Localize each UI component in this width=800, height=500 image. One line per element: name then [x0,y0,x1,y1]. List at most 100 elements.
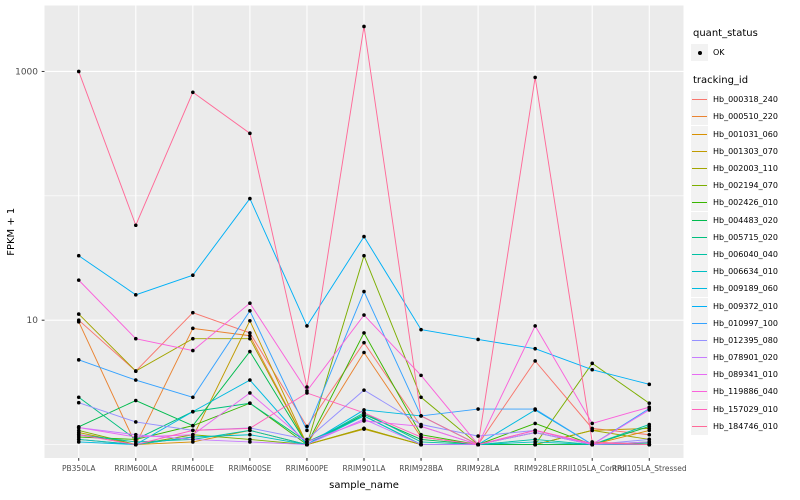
data-point [362,289,366,294]
x-tick-label: RRIM600LE [172,464,215,473]
data-point [419,424,423,429]
legend-item-label: Hb_157029_010 [713,404,778,414]
data-point [248,401,252,406]
data-point [76,432,81,437]
data-point [191,326,195,331]
data-point [133,442,138,447]
data-point [533,75,537,80]
line-key-icon [691,314,708,332]
data-point [191,336,195,341]
line-key-icon [691,125,708,143]
legend-title-quant-status: quant_status [693,28,758,39]
data-point [248,309,252,313]
legend-item-Hb_000510_220: Hb_000510_220 [691,108,799,126]
line-key-icon [691,263,708,281]
line-key-icon [691,349,708,367]
data-point [133,398,138,403]
data-point [647,405,652,409]
data-point [419,414,423,418]
data-point [533,407,537,411]
data-point [305,428,309,433]
y-tick-label: 1000 [15,67,38,77]
data-point [248,391,252,395]
data-point [362,253,366,258]
legend-item-label: Hb_002194_070 [713,181,778,191]
data-point [647,437,652,442]
line-key-icon [691,245,708,263]
x-tick-label: PB350LA [62,464,96,473]
data-point [362,313,366,317]
data-point [191,348,195,353]
data-point [191,310,195,315]
data-point [647,422,652,427]
data-point [76,395,81,400]
line-key-icon [691,280,708,298]
data-point [305,391,309,395]
data-point [647,440,652,444]
legend-item-Hb_001303_070: Hb_001303_070 [691,142,799,160]
line-key-icon [691,331,708,349]
data-point [362,408,366,412]
data-point [533,346,537,351]
legend-item-Hb_009372_010: Hb_009372_010 [691,297,799,315]
data-point [362,426,366,431]
data-point [133,378,138,382]
data-point [647,401,652,406]
data-point [76,320,81,324]
data-point [248,301,252,305]
legend-item-label: Hb_089341_010 [713,370,778,380]
legend-item-label: Hb_002426_010 [713,198,778,208]
data-point [133,440,138,444]
data-point [248,378,252,382]
data-point [191,273,195,278]
data-point [191,428,195,433]
data-point [533,440,537,444]
data-point [647,408,652,412]
data-point [248,437,252,442]
legend-item-label: Hb_009372_010 [713,301,778,311]
legend-item-label: Hb_004483_020 [713,215,778,225]
data-point [305,440,309,444]
data-point [248,426,252,431]
data-point [305,324,309,328]
legend-item-label: Hb_078901_020 [713,353,778,363]
data-point [133,369,138,373]
y-tick-label: 10 [27,316,39,326]
data-point [76,428,81,433]
line-key-icon [691,383,708,401]
legend-item-label: Hb_119886_040 [713,387,778,397]
data-point [590,361,595,366]
data-point [647,382,652,387]
legend-item-label: Hb_001031_060 [713,129,778,139]
data-point [305,385,309,389]
data-point [248,318,252,323]
legend-item-Hb_005715_020: Hb_005715_020 [691,228,799,246]
data-point [362,340,366,345]
legend-item-label: Hb_009189_060 [713,284,778,294]
data-point [133,435,138,439]
legend-item-Hb_119886_040: Hb_119886_040 [691,383,799,401]
data-point [76,425,81,430]
legend-item-Hb_001031_060: Hb_001031_060 [691,125,799,143]
data-point [362,350,366,355]
data-point [362,24,366,29]
legend: quant_status OK tracking_id Hb_000318_24… [691,28,799,449]
legend-items-tracking-id: Hb_000318_240 Hb_000510_220 Hb_001031_060 H… [691,91,799,435]
legend-item-label: Hb_002003_110 [713,164,778,174]
x-tick-label: RRIM600LA [114,464,158,473]
data-point [419,442,423,447]
data-point [248,331,252,335]
data-point [476,337,480,342]
data-point [191,395,195,400]
legend-item-Hb_002426_010: Hb_002426_010 [691,194,799,212]
data-point [248,336,252,341]
y-axis-title: FPKM + 1 [6,208,17,256]
data-point [76,437,81,442]
legend-item-label: OK [713,48,725,58]
legend-title-tracking-id: tracking_id [693,75,749,87]
line-key-icon [691,366,708,384]
x-axis-title: sample_name [329,480,399,491]
data-point [647,442,652,447]
